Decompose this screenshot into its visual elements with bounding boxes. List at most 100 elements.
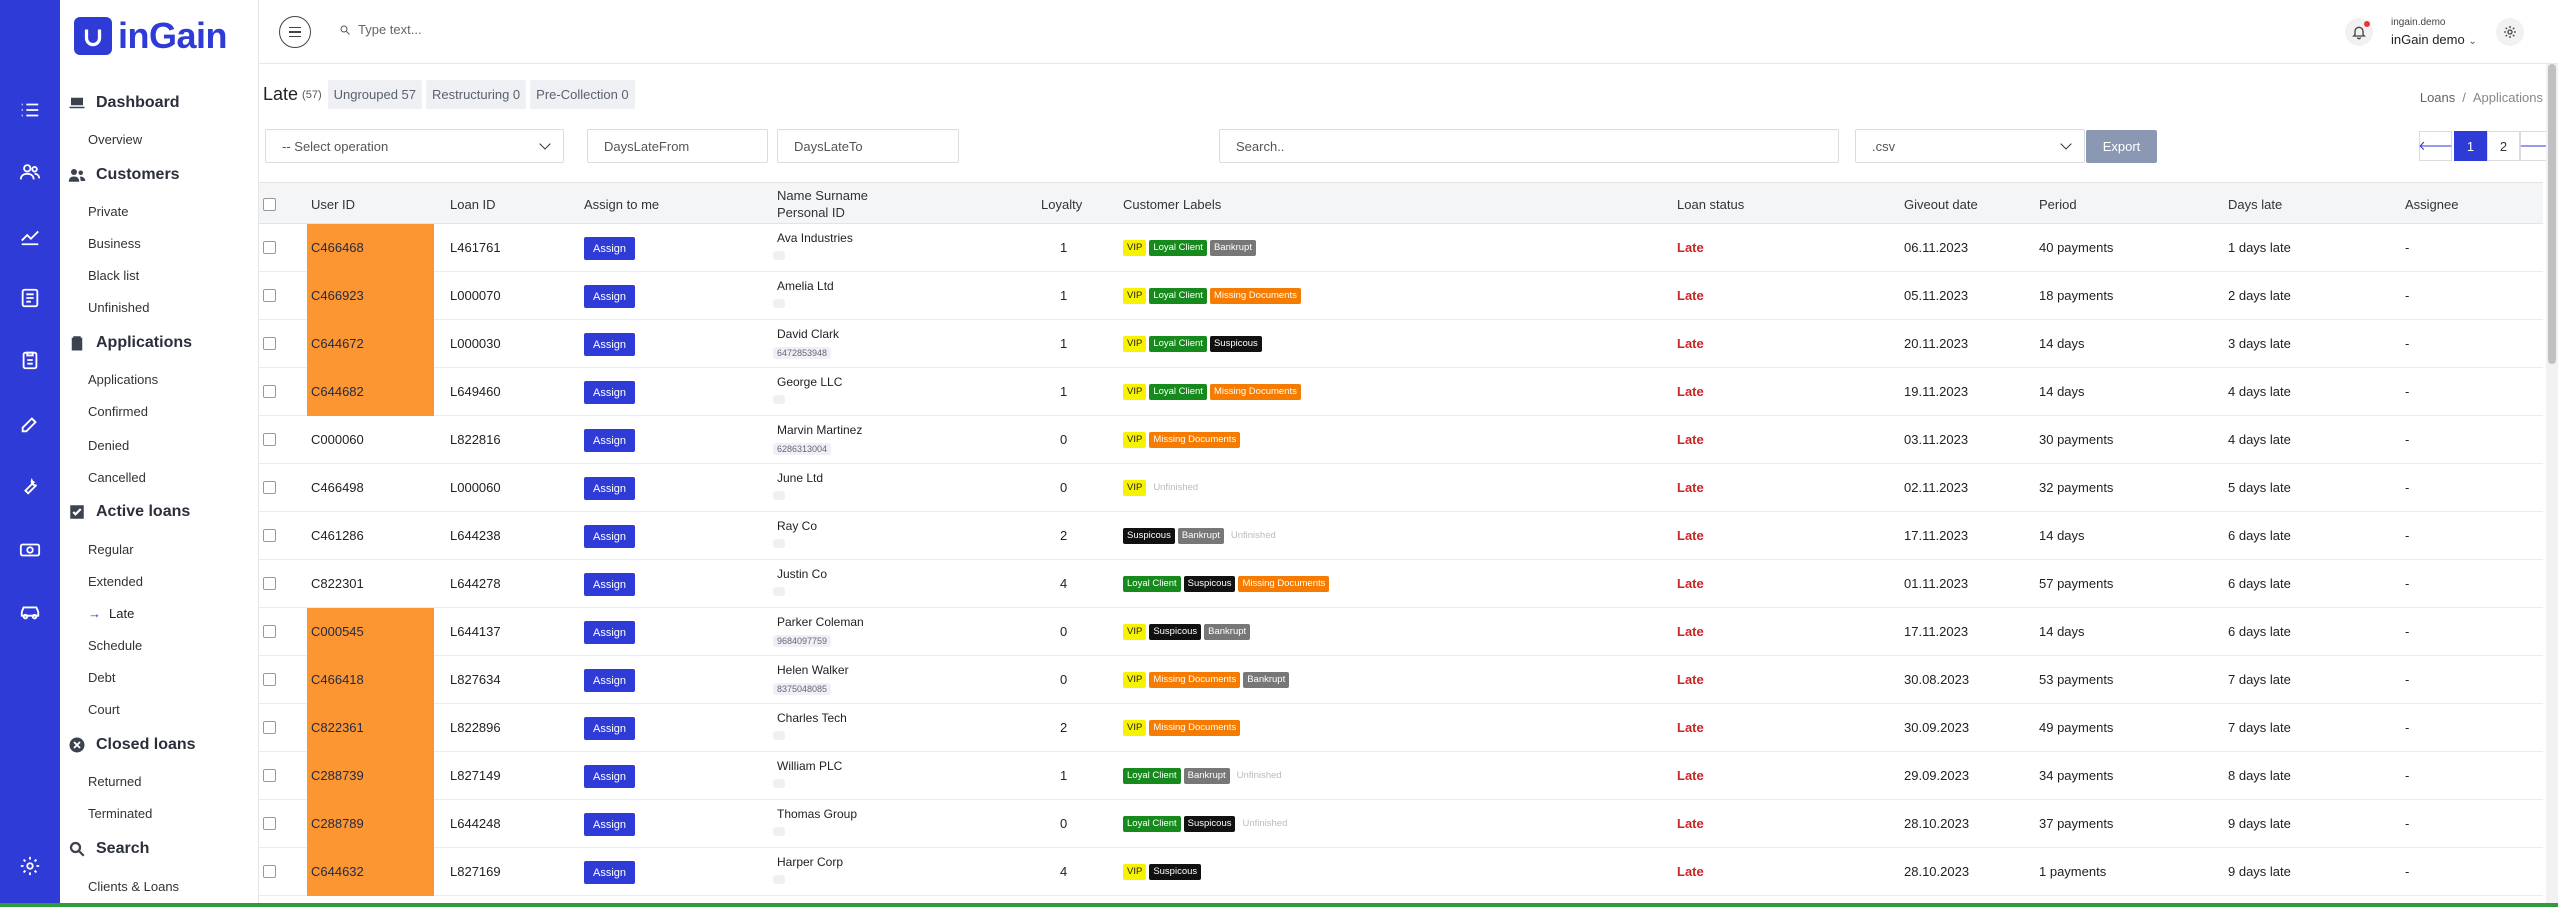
pagination-page-1[interactable]: 1: [2454, 131, 2487, 161]
row-checkbox[interactable]: [263, 529, 276, 542]
cell-loan-id[interactable]: L644137: [450, 624, 501, 639]
cell-loan-id[interactable]: L644278: [450, 576, 501, 591]
sidebar-item-clients-loans[interactable]: Clients & Loans: [88, 879, 180, 894]
assign-button[interactable]: Assign: [584, 477, 635, 500]
cell-user-id[interactable]: C000545: [311, 624, 364, 639]
settings-button[interactable]: [2496, 18, 2524, 46]
cell-loan-id[interactable]: L000070: [450, 288, 501, 303]
operation-select[interactable]: -- Select operation: [265, 129, 564, 163]
export-format-select[interactable]: .csv: [1855, 129, 2085, 163]
col-giveout-date[interactable]: Giveout date: [1904, 197, 1978, 212]
breadcrumb-loans[interactable]: Loans: [2419, 90, 2456, 105]
cell-user-id[interactable]: C288789: [311, 816, 364, 831]
assign-button[interactable]: Assign: [584, 813, 635, 836]
cell-user-id[interactable]: C822361: [311, 720, 364, 735]
col-loan-status[interactable]: Loan status: [1677, 197, 1745, 212]
cell-loan-id[interactable]: L644248: [450, 816, 501, 831]
users-icon[interactable]: [16, 158, 44, 186]
sidebar-item-regular[interactable]: Regular: [88, 542, 134, 557]
sidebar-section-search[interactable]: Search: [60, 840, 258, 858]
table-row[interactable]: C288789 L644248 Assign Thomas Group 0 Loyal C…: [259, 800, 2543, 848]
sidebar-item-black-list[interactable]: Black list: [88, 268, 140, 283]
cell-loan-id[interactable]: L644238: [450, 528, 501, 543]
row-checkbox[interactable]: [263, 481, 276, 494]
cell-name[interactable]: Thomas Group: [777, 807, 858, 821]
col-user-id[interactable]: User ID: [311, 197, 356, 212]
cell-name[interactable]: Amelia Ltd: [777, 279, 834, 293]
edit-icon[interactable]: [16, 410, 44, 438]
cell-user-id[interactable]: C461286: [311, 528, 364, 543]
days-late-to-input[interactable]: DaysLateTo: [777, 129, 959, 163]
chart-icon[interactable]: [16, 222, 44, 250]
sidebar-section-customers[interactable]: Customers: [60, 166, 258, 184]
table-row[interactable]: C461286 L644238 Assign Ray Co 2 Suspicous Bank…: [259, 512, 2543, 560]
table-row[interactable]: C822301 L644278 Assign Justin Co 4 Loyal Clie…: [259, 560, 2543, 608]
table-row[interactable]: C822361 L822896 Assign Charles Tech 2 VIP Miss…: [259, 704, 2543, 752]
assign-button[interactable]: Assign: [584, 573, 635, 596]
table-row[interactable]: C000060 L822816 Assign Marvin Martinez 62863…: [259, 416, 2543, 464]
row-checkbox[interactable]: [263, 721, 276, 734]
cell-name[interactable]: David Clark: [777, 327, 840, 341]
cell-name[interactable]: Marvin Martinez: [777, 423, 863, 437]
cell-name[interactable]: Ava Industries: [777, 231, 853, 245]
sidebar-item-returned[interactable]: Returned: [88, 774, 142, 789]
col-loyalty[interactable]: Loyalty: [1041, 197, 1083, 212]
sidebar-section-applications[interactable]: Applications: [60, 334, 258, 352]
table-row[interactable]: C000545 L644137 Assign Parker Coleman 968409…: [259, 608, 2543, 656]
col-name[interactable]: Name Surname: [777, 188, 869, 203]
sidebar-item-schedule[interactable]: Schedule: [88, 638, 143, 653]
cell-loan-id[interactable]: L822816: [450, 432, 501, 447]
scrollbar-thumb[interactable]: [2548, 64, 2556, 364]
sidebar-item-applications[interactable]: Applications: [88, 372, 159, 387]
cell-loan-id[interactable]: L000030: [450, 336, 501, 351]
assign-button[interactable]: Assign: [584, 525, 635, 548]
clipboard-icon[interactable]: [16, 346, 44, 374]
sidebar-item-denied[interactable]: Denied: [88, 438, 130, 453]
assign-button[interactable]: Assign: [584, 621, 635, 644]
brand-logo[interactable]: inGain: [74, 14, 228, 58]
assign-button[interactable]: Assign: [584, 765, 635, 788]
tools-icon[interactable]: [16, 472, 44, 500]
cell-user-id[interactable]: C466498: [311, 480, 364, 495]
assign-button[interactable]: Assign: [584, 717, 635, 740]
cell-user-id[interactable]: C644682: [311, 384, 364, 399]
sidebar-section-active-loans[interactable]: Active loans: [60, 503, 258, 521]
global-search-input[interactable]: Type text...: [339, 22, 422, 37]
sidebar-item-terminated[interactable]: Terminated: [88, 806, 153, 821]
cell-name[interactable]: Ray Co: [777, 519, 818, 533]
sidebar-item-debt[interactable]: Debt: [88, 670, 116, 685]
table-row[interactable]: C466468 L461761 Assign Ava Industries 1 VIP Lo…: [259, 224, 2543, 272]
row-checkbox[interactable]: [263, 625, 276, 638]
row-checkbox[interactable]: [263, 337, 276, 350]
col-personal-id[interactable]: Personal ID: [777, 205, 845, 220]
cell-user-id[interactable]: C466418: [311, 672, 364, 687]
cell-name[interactable]: Justin Co: [777, 567, 828, 581]
sidebar-section-closed-loans[interactable]: Closed loans: [60, 736, 258, 754]
cell-name[interactable]: George LLC: [777, 375, 843, 389]
cell-name[interactable]: Charles Tech: [777, 711, 847, 725]
cell-name[interactable]: Helen Walker: [777, 663, 849, 677]
sidebar-section-dashboard[interactable]: Dashboard: [60, 94, 258, 112]
cell-loan-id[interactable]: L827149: [450, 768, 501, 783]
sidebar-item-unfinished[interactable]: Unfinished: [88, 300, 150, 315]
table-row[interactable]: C644632 L827169 Assign Harper Corp 4 VIP Suspi…: [259, 848, 2543, 896]
sidebar-item-overview[interactable]: Overview: [88, 132, 143, 147]
table-row[interactable]: C644672 L000030 Assign David Clark 647285394…: [259, 320, 2543, 368]
cell-loan-id[interactable]: L000060: [450, 480, 501, 495]
row-checkbox[interactable]: [263, 385, 276, 398]
row-checkbox[interactable]: [263, 817, 276, 830]
user-menu[interactable]: inGain demo ⌄: [2391, 32, 2477, 47]
table-row[interactable]: C466923 L000070 Assign Amelia Ltd 1 VIP Loyal …: [259, 272, 2543, 320]
row-checkbox[interactable]: [263, 673, 276, 686]
tab-pre-collection[interactable]: Pre-Collection 0: [530, 80, 635, 109]
table-row[interactable]: C288739 L827149 Assign William PLC 1 Loyal Cl…: [259, 752, 2543, 800]
cell-loan-id[interactable]: L827169: [450, 864, 501, 879]
assign-button[interactable]: Assign: [584, 333, 635, 356]
row-checkbox[interactable]: [263, 577, 276, 590]
export-button[interactable]: Export: [2086, 130, 2157, 163]
assign-button[interactable]: Assign: [584, 861, 635, 884]
tab-restructuring[interactable]: Restructuring 0: [426, 80, 527, 109]
row-checkbox[interactable]: [263, 289, 276, 302]
sidebar-item-confirmed[interactable]: Confirmed: [88, 404, 148, 419]
cell-name[interactable]: William PLC: [777, 759, 843, 773]
